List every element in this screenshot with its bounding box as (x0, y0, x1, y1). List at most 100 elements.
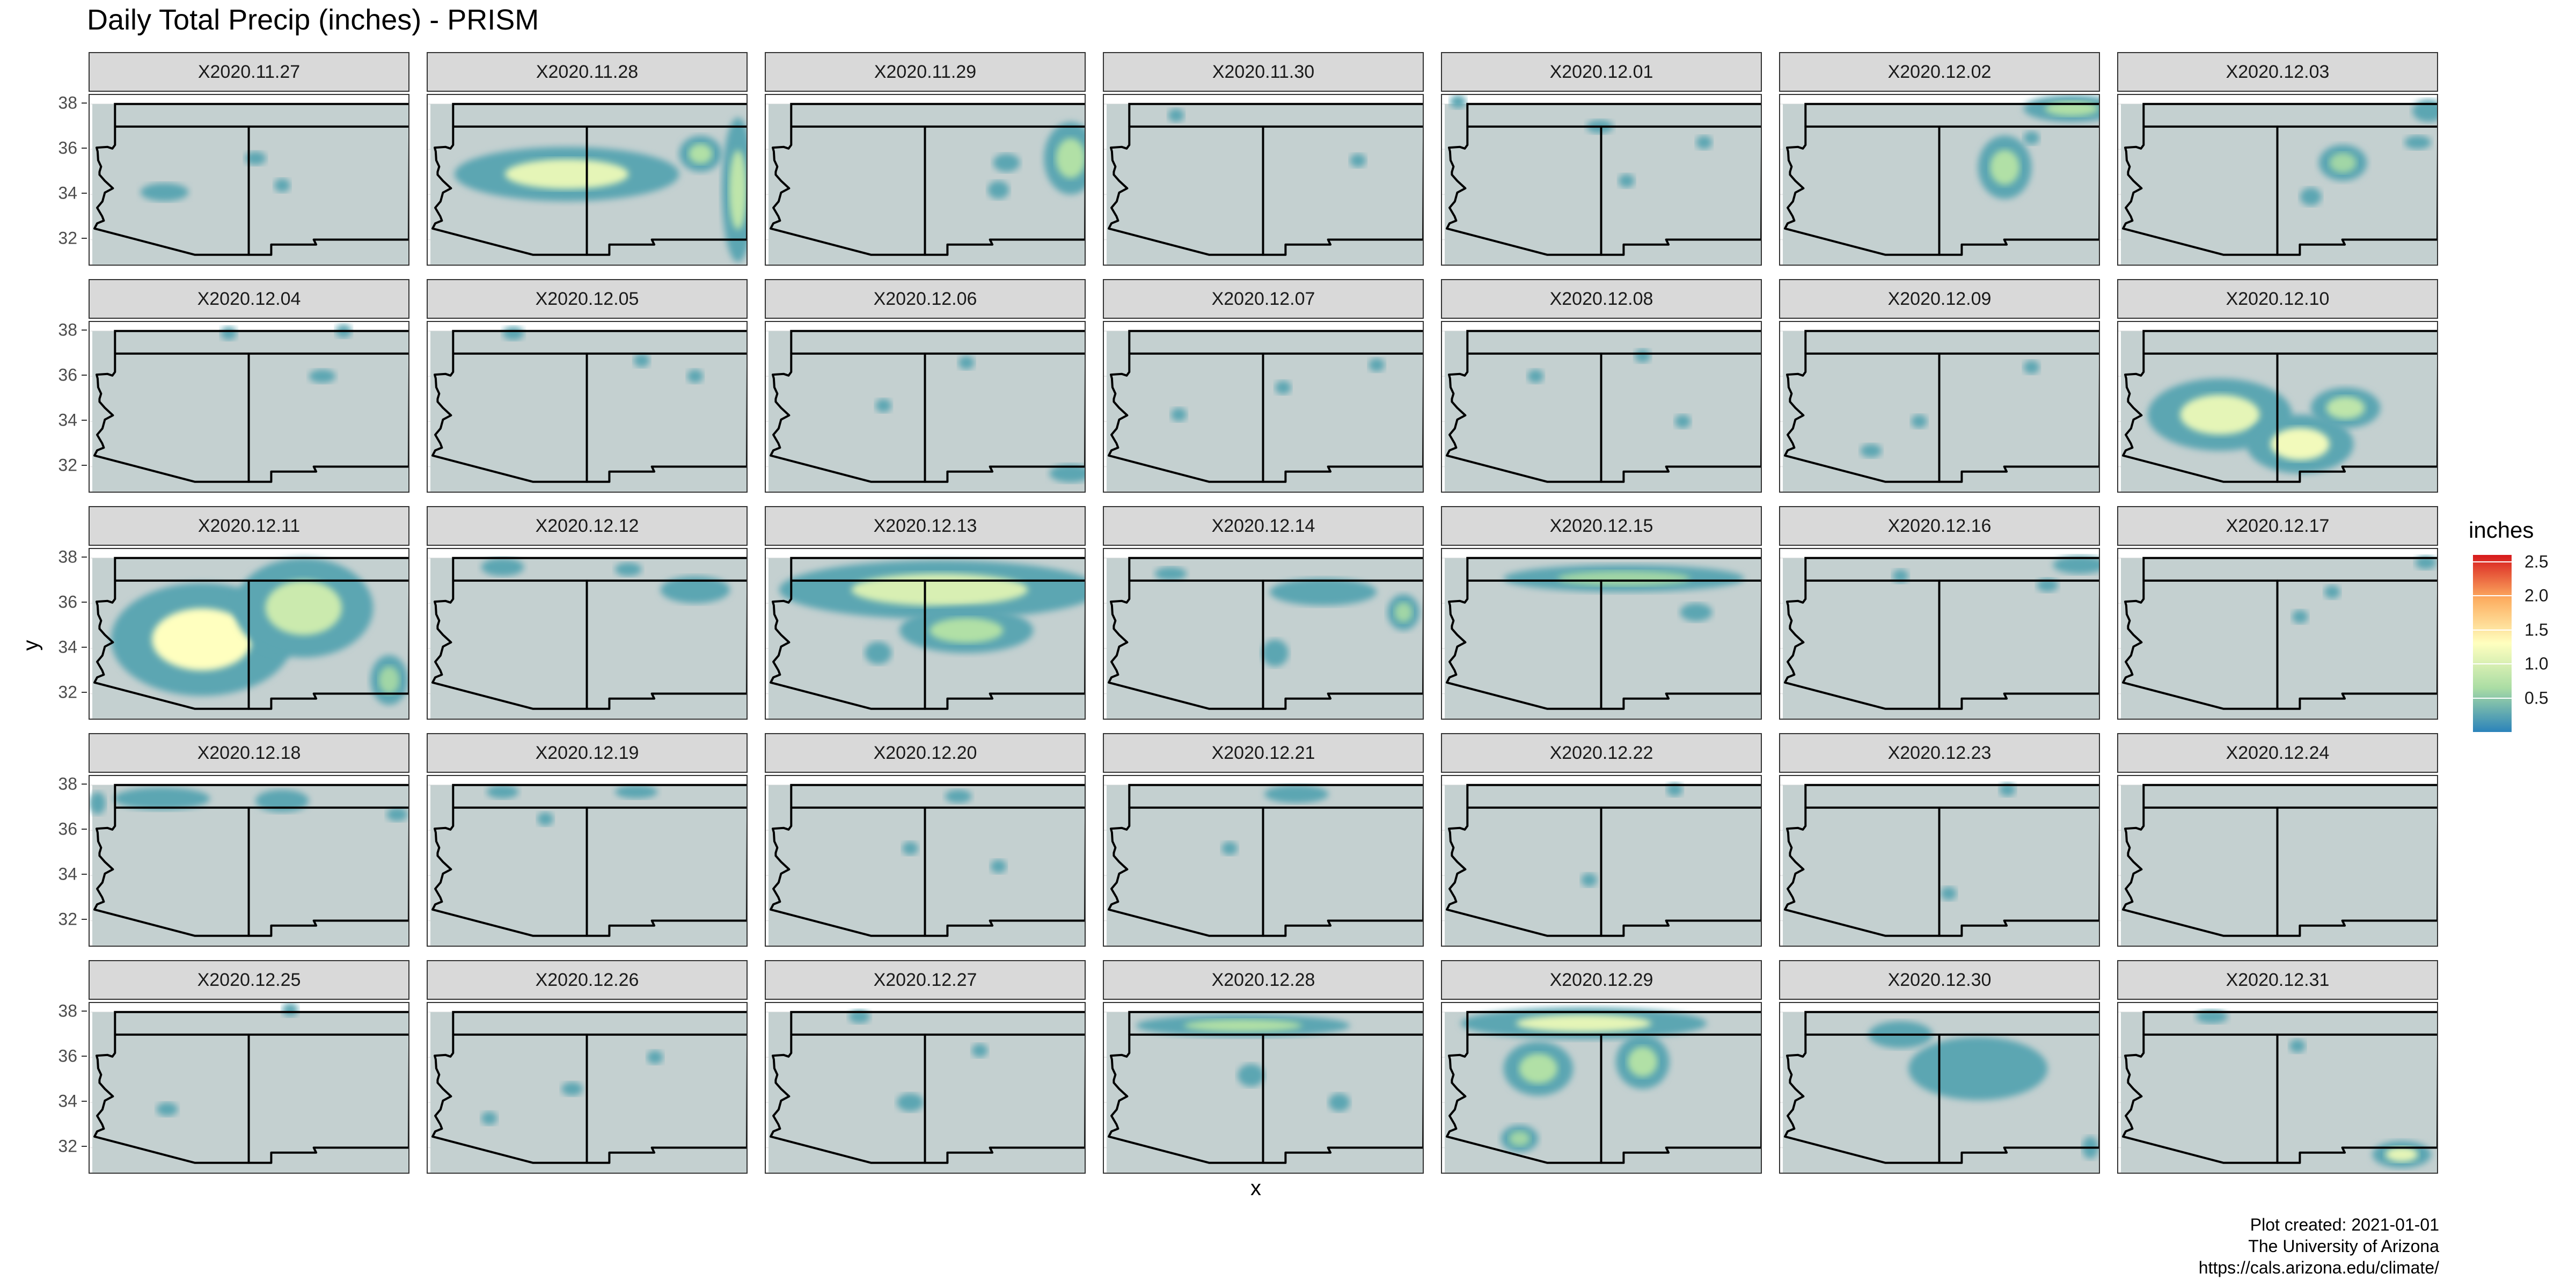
raster-background (1106, 104, 1423, 265)
raster-background (1106, 331, 1423, 492)
precip-cell (2289, 1039, 2306, 1053)
precip-cell-core (1557, 570, 1690, 586)
raster-background (768, 1012, 1085, 1173)
arizona-boundary (770, 1033, 926, 1164)
facet-map (1780, 782, 2099, 946)
precip-cell (647, 1050, 663, 1064)
precip-cell (1911, 414, 1928, 428)
northern-boundary (1804, 330, 2099, 354)
facet-map (1780, 1011, 2099, 1173)
precip-cell (156, 1102, 178, 1116)
facet-plot-area (1779, 321, 2100, 493)
precip-cell (687, 369, 704, 383)
new-mexico-boundary (1262, 125, 1423, 256)
raster-background (1782, 331, 2099, 492)
facet-plot-area (765, 94, 1086, 266)
facet-map (1442, 1007, 1761, 1173)
y-axis: 32 34 36 38 (33, 547, 87, 720)
facet-plot-area (89, 321, 409, 493)
facet-strip-label: X2020.12.17 (2117, 506, 2438, 546)
facet-strip-label: X2020.12.05 (427, 279, 748, 319)
northern-boundary (452, 1011, 747, 1035)
new-mexico-boundary (586, 352, 747, 483)
y-tick-mark (82, 1010, 87, 1012)
caption-url-line: https://cals.arizona.edu/climate/ (2198, 1258, 2439, 1277)
precip-cell (614, 562, 642, 576)
facet-plot-area (427, 94, 748, 266)
precip-cell (1999, 782, 2016, 796)
new-mexico-boundary (924, 1033, 1085, 1164)
new-mexico-boundary (586, 1033, 747, 1164)
raster-background (768, 104, 1085, 265)
facet-panel: X2020.12.25 (89, 960, 411, 1175)
y-tick-label: 36 (58, 592, 77, 612)
new-mexico-boundary (247, 579, 408, 710)
facet-strip-label: X2020.12.25 (89, 960, 409, 1000)
facet-plot-area (1103, 94, 1424, 266)
arizona-boundary (431, 1033, 588, 1164)
facet-plot-area (1103, 548, 1424, 720)
new-mexico-boundary (2276, 125, 2437, 256)
arizona-boundary (770, 806, 926, 937)
new-mexico-boundary (1938, 579, 2099, 710)
facet-panel: X2020.12.28 (1103, 960, 1425, 1175)
y-tick-mark (82, 919, 87, 920)
precip-cell-core (930, 618, 1004, 643)
facet-panel: X2020.12.11 (89, 506, 411, 721)
precip-cell (875, 399, 892, 413)
precip-cell-core (689, 143, 713, 164)
northern-boundary (2142, 1011, 2437, 1035)
facet-map (1780, 555, 2099, 719)
precip-cell (2412, 99, 2437, 122)
precip-cell (1941, 887, 1957, 901)
facet-panel: X2020.12.07 (1103, 279, 1425, 494)
new-mexico-boundary (247, 806, 408, 937)
arizona-boundary (1108, 352, 1264, 483)
y-tick-mark (82, 465, 87, 466)
facet-panel: X2020.12.23 (1779, 733, 2101, 948)
precip-cell (1527, 369, 1544, 383)
new-mexico-boundary (247, 1033, 408, 1164)
new-mexico-boundary (2276, 352, 2437, 483)
facet-panel: X2020.12.29 (1441, 960, 1763, 1175)
facet-strip-label: X2020.12.24 (2117, 733, 2438, 773)
facet-strip-label: X2020.12.19 (427, 733, 748, 773)
y-tick-label: 38 (58, 774, 77, 794)
facet-map (90, 1003, 408, 1173)
raster-background (768, 331, 1085, 492)
new-mexico-boundary (1600, 806, 1761, 937)
precip-cell (987, 181, 1009, 199)
precip-cell (2324, 585, 2340, 599)
y-tick-label: 36 (58, 365, 77, 385)
precip-cell-core (2329, 152, 2357, 173)
precip-cell-core (851, 573, 1028, 606)
facet-map (428, 557, 747, 719)
facet-plot-area (89, 548, 409, 720)
precip-cell (1264, 785, 1329, 803)
facet-strip-label: X2020.12.10 (2117, 279, 2438, 319)
precip-cell-core (1628, 1046, 1658, 1077)
legend-tick-mark (2473, 629, 2512, 631)
precip-cell (1908, 1037, 2048, 1101)
y-axis: 32 34 36 38 (33, 93, 87, 266)
new-mexico-boundary (924, 352, 1085, 483)
arizona-boundary (770, 579, 926, 710)
arizona-boundary (1446, 125, 1602, 256)
facet-plot-area (2117, 1002, 2438, 1174)
facet-strip-label: X2020.12.13 (765, 506, 1086, 546)
y-tick-mark (82, 874, 87, 875)
y-tick-mark (82, 602, 87, 603)
northern-boundary (452, 784, 747, 808)
legend-tick-mark (2473, 561, 2512, 562)
y-tick-mark (82, 556, 87, 558)
facet-plot-area (765, 548, 1086, 720)
facet-strip-label: X2020.12.29 (1441, 960, 1762, 1000)
precip-cell (274, 178, 290, 193)
facet-strip-label: X2020.12.31 (2117, 960, 2438, 1000)
facet-map (90, 324, 408, 492)
facet-strip-label: X2020.12.01 (1441, 52, 1762, 92)
precip-cell (848, 1009, 870, 1023)
precip-cell (537, 812, 554, 826)
northern-boundary (1466, 330, 1761, 354)
northern-boundary (2142, 784, 2437, 808)
